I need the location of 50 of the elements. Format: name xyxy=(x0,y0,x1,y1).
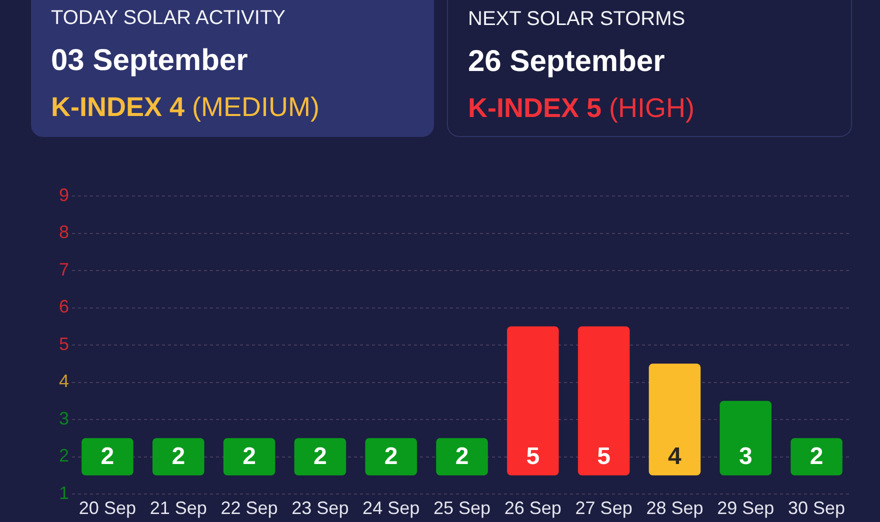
bar xyxy=(152,438,204,476)
bar xyxy=(82,438,134,476)
x-tick-label: 26 Sep xyxy=(504,498,562,518)
data-label: 4 xyxy=(668,443,682,470)
text: (HIGH) xyxy=(609,93,695,123)
x-tick-label: 28 Sep xyxy=(646,498,704,518)
text: K-INDEX 5 xyxy=(468,93,602,123)
y-tick-label: 8 xyxy=(58,222,69,242)
bar xyxy=(223,438,276,476)
bar xyxy=(294,438,346,476)
text: 26 September xyxy=(468,45,665,79)
y-tick-label: 7 xyxy=(58,259,69,280)
data-label: 5 xyxy=(526,443,540,470)
text: TODAY SOLAR ACTIVITY xyxy=(51,6,286,30)
data-label: 2 xyxy=(314,443,327,470)
text: K-INDEX 4 xyxy=(51,92,185,122)
data-label: 2 xyxy=(455,443,469,470)
text: 03 September xyxy=(51,44,248,78)
y-tick-label: 5 xyxy=(58,334,69,354)
x-tick-label: 23 Sep xyxy=(292,498,349,518)
data-label: 2 xyxy=(172,443,186,470)
data-label: 2 xyxy=(100,443,114,470)
bar xyxy=(436,438,488,476)
bar xyxy=(507,326,559,476)
y-tick-label: 3 xyxy=(58,408,69,428)
text: NEXT SOLAR STORMS xyxy=(468,7,686,31)
x-tick-label: 20 Sep xyxy=(78,498,136,518)
x-tick-label: 22 Sep xyxy=(220,498,278,518)
x-tick-label: 27 Sep xyxy=(575,498,632,518)
bar xyxy=(720,400,772,476)
x-tick-label: 21 Sep xyxy=(150,498,207,518)
data-label: 3 xyxy=(738,443,752,470)
text: (MEDIUM) xyxy=(192,92,320,122)
x-tick-label: 25 Sep xyxy=(433,498,491,518)
bar xyxy=(578,326,630,476)
data-label: 5 xyxy=(597,443,610,470)
x-tick-label: 24 Sep xyxy=(362,498,420,518)
x-tick-label: 29 Sep xyxy=(717,498,774,518)
x-tick-label: 30 Sep xyxy=(788,498,846,518)
bar xyxy=(648,364,701,476)
y-tick-label: 6 xyxy=(58,296,69,317)
bar xyxy=(365,438,417,476)
y-tick-label: 1 xyxy=(58,482,69,503)
data-label: 2 xyxy=(242,443,256,470)
y-tick-label: 9 xyxy=(58,184,69,205)
data-label: 2 xyxy=(384,443,398,470)
y-tick-label: 4 xyxy=(58,371,69,392)
data-label: 2 xyxy=(810,443,824,470)
bar xyxy=(790,438,842,476)
y-tick-label: 2 xyxy=(58,446,69,466)
